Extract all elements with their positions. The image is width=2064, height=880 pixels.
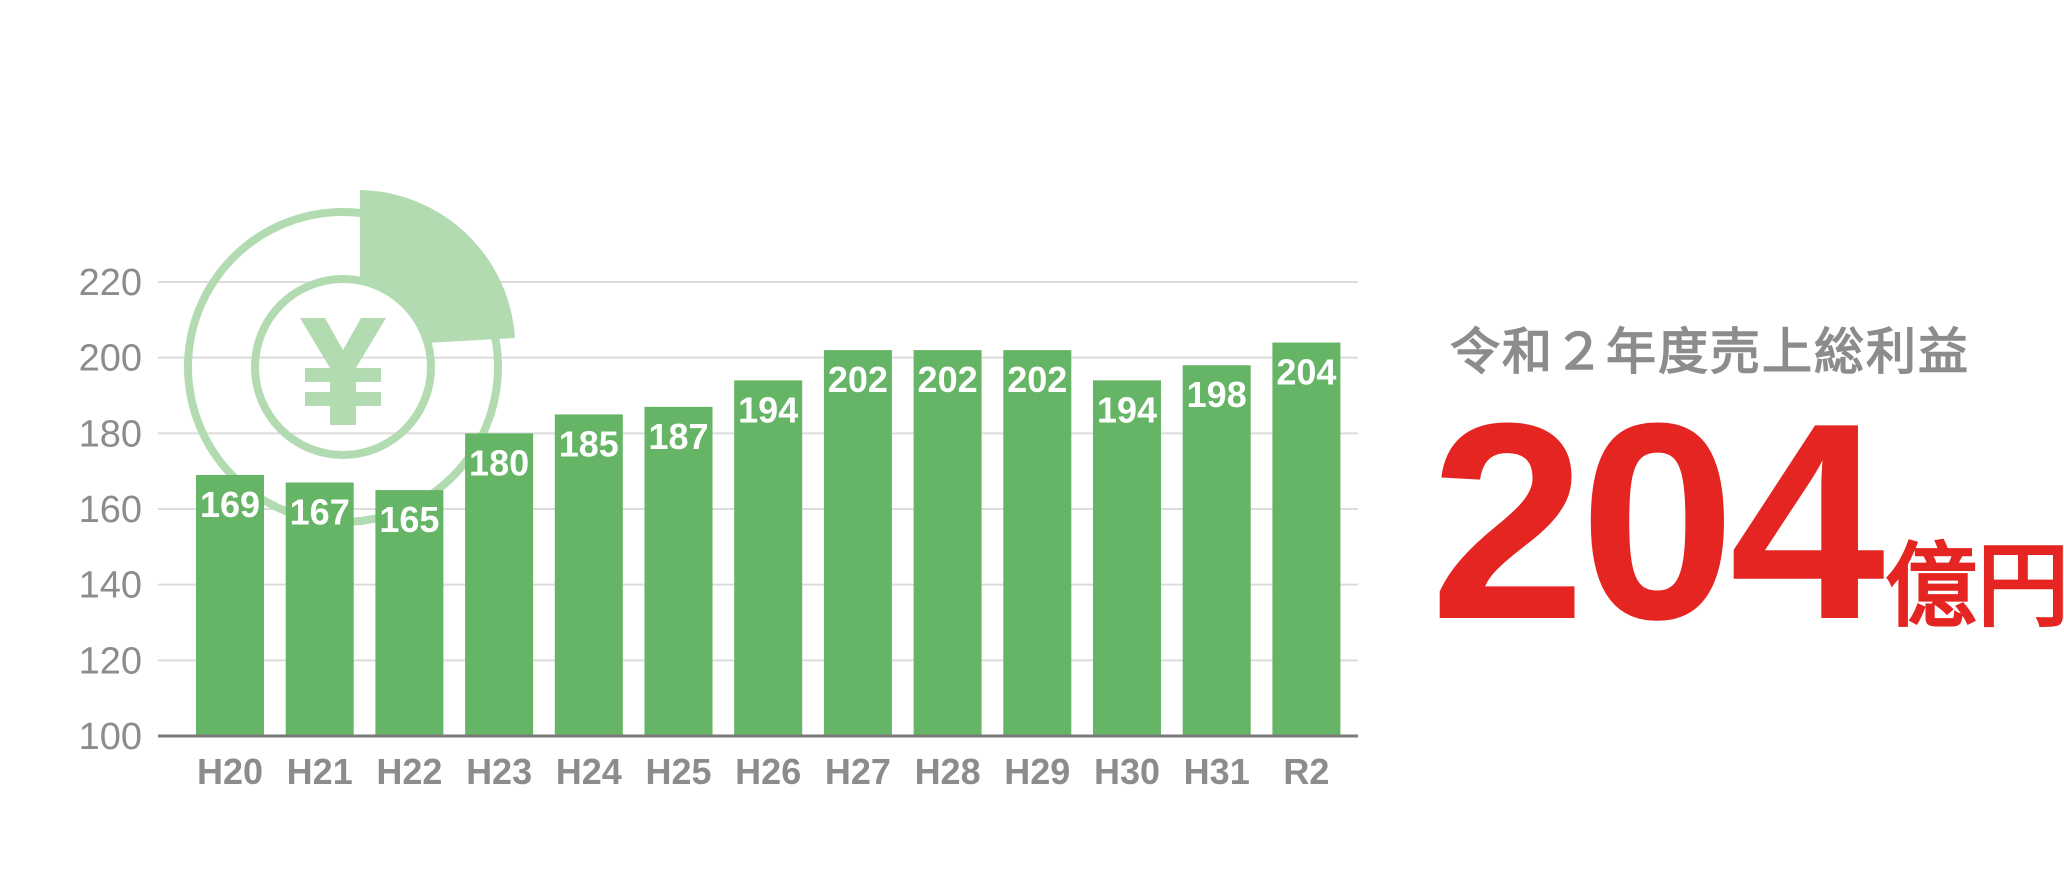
data-labels: 169 167 165 180 185 187 194 202 202 202 194 198 204 bbox=[200, 352, 1336, 541]
y-tick-label: 160 bbox=[79, 489, 142, 531]
bar bbox=[1272, 342, 1341, 736]
summary-panel: 令和２年度売上総利益 204億円 bbox=[1430, 312, 2064, 662]
x-tick-label: H24 bbox=[556, 751, 622, 792]
bar bbox=[1003, 350, 1072, 736]
y-tick-label: 120 bbox=[79, 640, 142, 682]
y-tick-label: 100 bbox=[79, 716, 142, 758]
data-label: 194 bbox=[1097, 389, 1157, 430]
data-label: 198 bbox=[1187, 374, 1247, 415]
bar bbox=[1182, 365, 1251, 736]
bar bbox=[196, 474, 264, 736]
bars bbox=[196, 342, 1341, 736]
bar bbox=[913, 350, 982, 736]
data-label: 169 bbox=[200, 484, 260, 525]
bar bbox=[1093, 380, 1161, 736]
data-label: 167 bbox=[290, 492, 350, 533]
x-tick-label: H20 bbox=[197, 751, 263, 792]
bar bbox=[734, 380, 803, 736]
data-label: 202 bbox=[828, 359, 888, 400]
data-label: 204 bbox=[1276, 352, 1336, 393]
y-axis-ticks: 100 120 140 160 180 200 220 bbox=[79, 262, 142, 758]
data-label: 202 bbox=[1007, 359, 1067, 400]
x-tick-label: R2 bbox=[1283, 751, 1329, 792]
bar bbox=[285, 482, 354, 736]
bar bbox=[375, 490, 444, 736]
x-tick-label: H30 bbox=[1094, 751, 1160, 792]
data-label: 187 bbox=[648, 416, 708, 457]
bar bbox=[823, 350, 892, 736]
x-tick-label: H26 bbox=[735, 751, 801, 792]
summary-unit: 億円 bbox=[1885, 533, 2064, 640]
x-tick-label: H29 bbox=[1004, 751, 1070, 792]
data-label: 165 bbox=[379, 499, 439, 540]
x-tick-label: H28 bbox=[915, 751, 981, 792]
bar bbox=[644, 406, 713, 736]
x-axis-ticks: H20 H21 H22 H23 H24 H25 H26 H27 H28 H29 H30 H31 R2 bbox=[197, 751, 1329, 792]
summary-value-row: 204億円 bbox=[1430, 382, 2064, 662]
bar bbox=[465, 433, 534, 736]
x-tick-label: H31 bbox=[1184, 751, 1250, 792]
y-tick-label: 220 bbox=[79, 262, 142, 304]
data-label: 180 bbox=[469, 442, 529, 483]
summary-title: 令和２年度売上総利益 bbox=[1450, 323, 1970, 381]
y-tick-label: 180 bbox=[79, 413, 142, 455]
bar bbox=[554, 414, 623, 736]
y-tick-label: 140 bbox=[79, 565, 142, 607]
yen-pie-chart-icon bbox=[184, 190, 515, 526]
y-tick-label: 200 bbox=[79, 338, 142, 380]
data-label: 194 bbox=[738, 389, 798, 430]
data-label: 202 bbox=[918, 359, 978, 400]
x-tick-label: H23 bbox=[466, 751, 532, 792]
x-tick-label: H25 bbox=[645, 751, 711, 792]
data-label: 185 bbox=[559, 423, 619, 464]
x-tick-label: H22 bbox=[376, 751, 442, 792]
x-tick-label: H27 bbox=[825, 751, 891, 792]
summary-value: 204 bbox=[1430, 366, 1885, 678]
x-tick-label: H21 bbox=[287, 751, 353, 792]
